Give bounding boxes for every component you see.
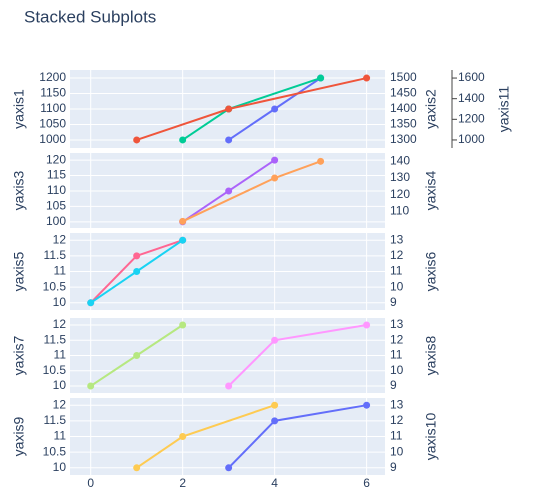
y-tick-label: 10 (390, 444, 404, 458)
y-tick-label: 1400 (458, 91, 485, 105)
y-axis-title: yaxis4 (423, 170, 439, 210)
marker (271, 336, 279, 344)
y-tick-label: 1350 (390, 117, 417, 131)
y-tick-label: 115 (47, 168, 66, 182)
y-tick-label: 1500 (390, 70, 417, 84)
y-axis-title: yaxis8 (423, 335, 439, 375)
y-tick-label: 11 (54, 348, 67, 362)
y-axis-title: yaxis10 (423, 413, 439, 461)
y-tick-label: 12 (390, 332, 404, 346)
y-tick-label: 13 (390, 397, 404, 411)
y-tick-label: 11 (390, 348, 403, 362)
marker (363, 74, 371, 82)
y-tick-label: 11 (390, 264, 403, 278)
marker (179, 236, 187, 244)
x-tick-label: 2 (179, 476, 186, 490)
y-tick-label: 10.5 (43, 279, 67, 293)
y-tick-label: 12 (390, 248, 404, 262)
y-tick-label: 12 (53, 232, 67, 246)
chart-title: Stacked Subplots (24, 7, 156, 26)
y-tick-label: 10.5 (43, 444, 67, 458)
y-tick-label: 11 (54, 429, 67, 443)
y-tick-label: 1400 (390, 101, 417, 115)
y-tick-label: 120 (46, 152, 66, 166)
marker (317, 157, 325, 165)
y-tick-label: 10 (53, 460, 67, 474)
marker (133, 136, 141, 144)
y-axis-title: yaxis5 (11, 251, 27, 291)
marker (225, 136, 233, 144)
y-tick-label: 11 (390, 429, 403, 443)
y-tick-label: 1300 (390, 132, 417, 146)
y-tick-label: 110 (390, 204, 409, 218)
y-tick-label: 10 (390, 363, 404, 377)
marker (133, 464, 141, 472)
marker (179, 321, 187, 329)
marker (363, 401, 371, 409)
y-tick-label: 13 (390, 317, 404, 331)
y-axis-title: yaxis3 (11, 170, 27, 210)
y-tick-label: 140 (390, 154, 410, 168)
y-tick-label: 100 (46, 214, 66, 228)
marker (87, 299, 95, 307)
y-tick-label: 10.5 (43, 363, 67, 377)
y-axis-title: yaxis11 (496, 86, 512, 133)
x-tick-label: 0 (87, 476, 94, 490)
y-axis-title: yaxis6 (423, 251, 439, 291)
y-tick-label: 9 (390, 460, 397, 474)
y-tick-label: 1050 (39, 117, 66, 131)
x-tick-label: 4 (271, 476, 278, 490)
marker (271, 105, 279, 113)
y-tick-label: 1200 (39, 70, 66, 84)
marker (179, 433, 187, 440)
y-tick-label: 105 (46, 199, 66, 213)
x-tick-label: 6 (363, 476, 370, 490)
y-tick-label: 11 (54, 264, 67, 278)
y-tick-label: 10 (53, 295, 67, 309)
marker (133, 252, 141, 260)
y-tick-label: 120 (390, 187, 410, 201)
y-tick-label: 9 (390, 378, 397, 392)
marker (271, 156, 279, 164)
y-tick-label: 1000 (39, 132, 66, 146)
y-tick-label: 1100 (40, 101, 66, 115)
marker (225, 382, 233, 390)
marker (271, 174, 279, 182)
y-tick-label: 12 (390, 413, 404, 427)
y-tick-label: 1150 (40, 86, 66, 100)
marker (225, 464, 233, 472)
y-tick-label: 11.5 (44, 413, 67, 427)
y-tick-label: 10 (390, 279, 404, 293)
marker (133, 352, 141, 359)
y-tick-label: 12 (53, 397, 67, 411)
y-tick-label: 9 (390, 295, 397, 309)
y-tick-label: 1200 (458, 111, 485, 125)
y-axis-title: yaxis2 (423, 89, 439, 129)
marker (179, 136, 187, 144)
marker (87, 382, 95, 390)
y-tick-label: 13 (390, 232, 404, 246)
marker (179, 217, 187, 225)
marker (363, 321, 371, 329)
y-axis-title: yaxis9 (11, 416, 27, 456)
y-tick-label: 1450 (390, 86, 417, 100)
y-tick-label: 12 (53, 317, 67, 331)
y-tick-label: 130 (390, 170, 410, 184)
y-tick-label: 1600 (458, 70, 485, 84)
y-axis-title: yaxis1 (11, 89, 27, 129)
y-tick-label: 10 (53, 378, 67, 392)
marker (271, 401, 279, 409)
y-tick-label: 11.5 (44, 332, 67, 346)
marker (317, 74, 325, 82)
y-tick-label: 1000 (458, 132, 485, 146)
marker (225, 187, 233, 195)
y-tick-label: 110 (47, 183, 66, 197)
marker (225, 105, 233, 113)
y-axis-title: yaxis7 (11, 335, 27, 375)
marker (271, 417, 279, 425)
marker (133, 268, 141, 275)
y-tick-label: 11.5 (44, 248, 67, 262)
